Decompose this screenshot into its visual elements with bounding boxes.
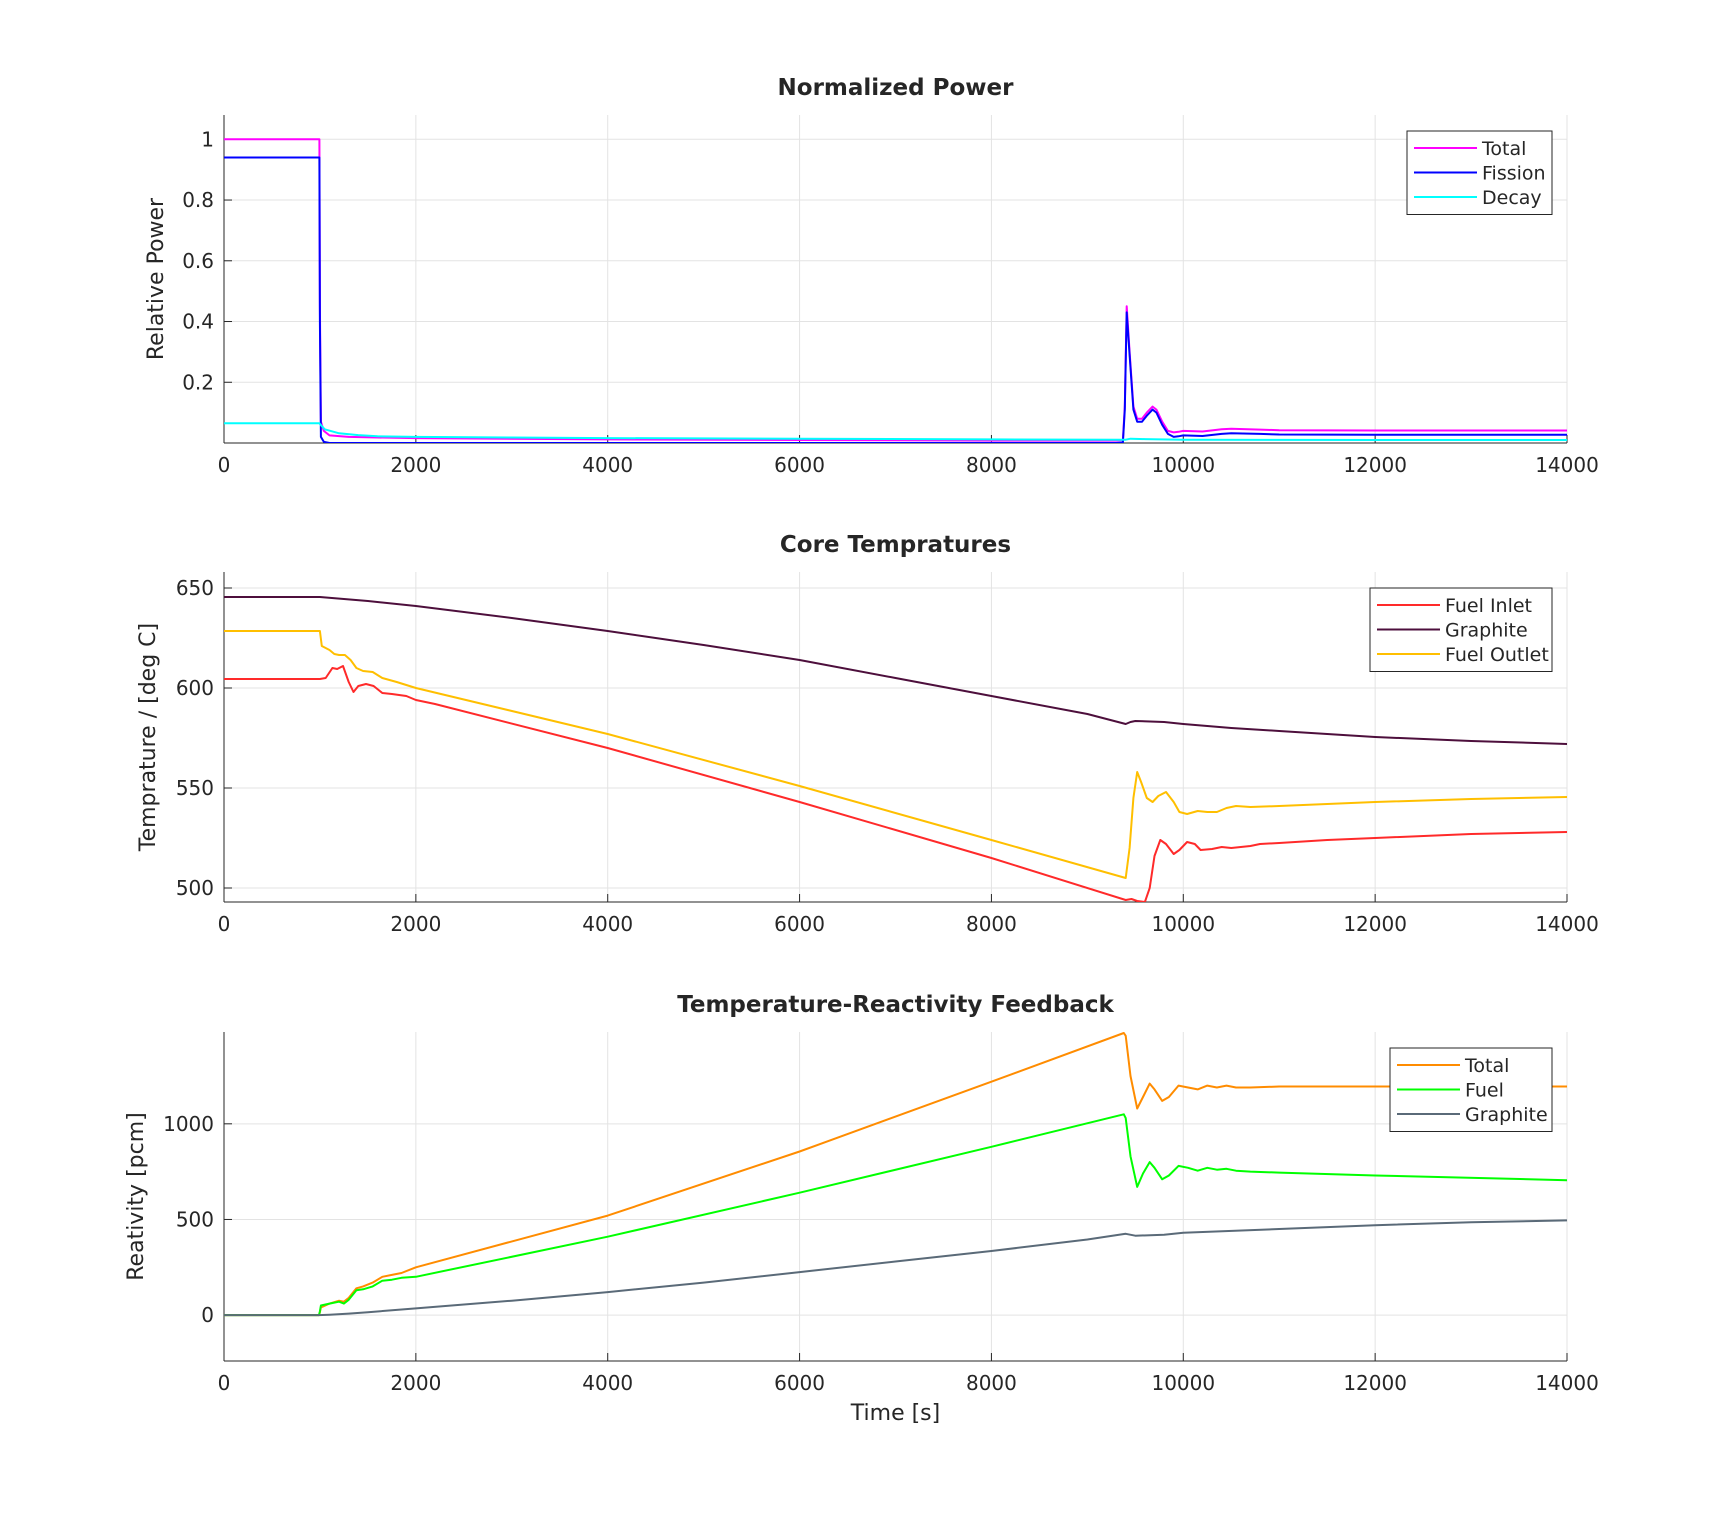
y-tick-label: 500: [176, 1207, 214, 1231]
x-tick-label: 8000: [966, 1371, 1017, 1395]
y-tick-label: 0.4: [182, 310, 214, 334]
legend-label: Fuel Outlet: [1445, 644, 1549, 666]
series-line-fuel-outlet: [224, 630, 1567, 879]
y-tick-label: 1000: [163, 1112, 214, 1136]
x-tick-label: 2000: [390, 1371, 441, 1395]
chart-panel-3: 0 2000 4000 6000 8000 10000 12000 14000 0 500 1000…: [124, 992, 1599, 1426]
y-axis-label: Reativity [pcm]: [124, 1112, 149, 1280]
x-tick-label: 4000: [582, 912, 633, 936]
series-line-graphite: [224, 596, 1567, 745]
x-tick-label: 6000: [774, 453, 825, 477]
x-tick-label: 2000: [390, 453, 441, 477]
x-tick-label: 2000: [390, 912, 441, 936]
series-line-fuel-inlet: [224, 665, 1567, 902]
x-tick-label: 12000: [1343, 1371, 1407, 1395]
x-tick-label: 0: [218, 912, 231, 936]
y-tick-label: 600: [176, 676, 214, 700]
y-axis-label: Temprature / [deg C]: [136, 623, 161, 852]
x-tick-label: 8000: [966, 453, 1017, 477]
y-tick-label: 550: [176, 776, 214, 800]
x-tick-label: 0: [218, 453, 231, 477]
legend-label: Fission: [1482, 163, 1546, 185]
chart-panel-2: 0 2000 4000 6000 8000 10000 12000 14000 500 550 60…: [136, 532, 1599, 936]
series-line-fission: [224, 156, 1567, 443]
legend-label: Decay: [1482, 187, 1542, 209]
x-tick-label: 6000: [774, 912, 825, 936]
y-tick-label: 650: [176, 576, 214, 600]
y-tick-label: 1: [201, 127, 214, 151]
grid: [223, 572, 1568, 902]
series-line-decay: [224, 422, 1567, 441]
x-tick-label: 14000: [1535, 1371, 1599, 1395]
legend-label: Graphite: [1465, 1104, 1548, 1126]
y-axis-label: Relative Power: [144, 197, 169, 360]
series-line-total: [224, 1032, 1567, 1317]
y-tick-label: 0: [201, 1303, 214, 1327]
grid: [223, 115, 1568, 443]
legend-label: Fuel: [1465, 1080, 1504, 1102]
x-tick-label: 4000: [582, 453, 633, 477]
y-tick-label: 0.6: [182, 249, 214, 273]
series-line-graphite: [224, 1219, 1567, 1317]
series-line-fuel: [224, 1113, 1567, 1317]
x-tick-label: 10000: [1151, 1371, 1215, 1395]
chart-title: Temperature-Reactivity Feedback: [677, 992, 1114, 1018]
chart-panel-1: 0 2000 4000 6000 8000 10000 12000 14000 0.2 0.4 0.…: [144, 75, 1599, 477]
chart-title: Core Tempratures: [780, 532, 1011, 558]
x-tick-label: 10000: [1151, 453, 1215, 477]
x-tick-label: 12000: [1343, 453, 1407, 477]
grid: [223, 1032, 1568, 1361]
chart-title: Normalized Power: [778, 75, 1015, 101]
y-tick-label: 0.2: [182, 370, 214, 394]
legend-label: Graphite: [1445, 620, 1528, 642]
legend-label: Fuel Inlet: [1445, 595, 1532, 617]
legend-label: Total: [1481, 138, 1526, 160]
x-tick-label: 6000: [774, 1371, 825, 1395]
x-tick-label: 14000: [1535, 453, 1599, 477]
x-tick-label: 10000: [1151, 912, 1215, 936]
x-axis-label: Time [s]: [850, 1401, 940, 1426]
y-tick-label: 500: [176, 876, 214, 900]
x-tick-label: 14000: [1535, 912, 1599, 936]
series-line-total: [224, 138, 1567, 442]
y-tick-label: 0.8: [182, 188, 214, 212]
x-tick-label: 0: [218, 1371, 231, 1395]
legend-label: Total: [1464, 1055, 1509, 1077]
x-tick-label: 12000: [1343, 912, 1407, 936]
x-tick-label: 4000: [582, 1371, 633, 1395]
x-tick-label: 8000: [966, 912, 1017, 936]
